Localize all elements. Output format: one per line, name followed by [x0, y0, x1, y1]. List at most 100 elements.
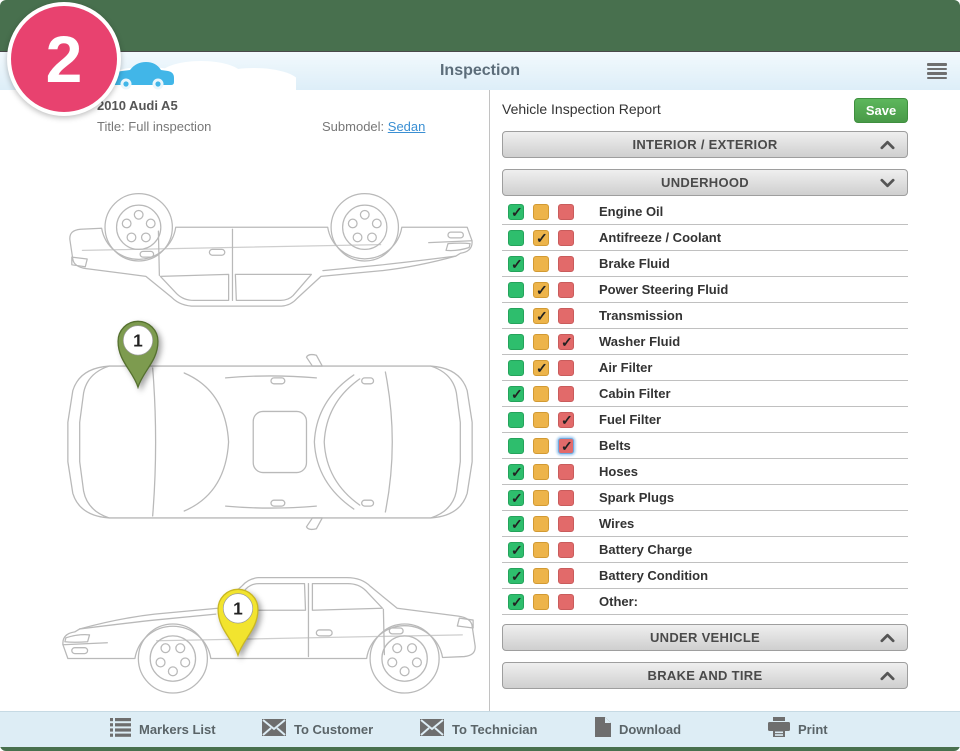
car-diagram-side-flipped[interactable]: [58, 184, 482, 336]
toolbar-to-customer-button[interactable]: To Customer: [262, 712, 373, 747]
yellow-status-checkbox[interactable]: [533, 255, 549, 272]
save-button[interactable]: Save: [854, 98, 908, 123]
red-status-checkbox[interactable]: [558, 411, 574, 429]
red-status-checkbox[interactable]: [558, 281, 574, 298]
red-status-checkbox[interactable]: [558, 385, 574, 402]
inspection-item-row: Wires: [502, 511, 908, 537]
inspection-item-row: Air Filter: [502, 355, 908, 381]
inspection-item-label: Belts: [599, 438, 631, 453]
chevron-down-icon: [880, 178, 895, 188]
page-title: Inspection: [439, 62, 520, 79]
yellow-status-checkbox[interactable]: [533, 437, 549, 454]
section-interior-exterior[interactable]: INTERIOR / EXTERIOR: [502, 131, 908, 158]
red-status-checkbox[interactable]: [558, 567, 574, 584]
toolbar-to-technician-button[interactable]: To Technician: [420, 712, 537, 747]
yellow-status-checkbox[interactable]: [533, 359, 549, 377]
inspection-item-label: Antifreeze / Coolant: [599, 230, 722, 245]
red-status-checkbox[interactable]: [558, 307, 574, 324]
yellow-status-checkbox[interactable]: [533, 489, 549, 506]
section-label: UNDERHOOD: [661, 175, 749, 190]
print-icon: [768, 717, 790, 742]
step-badge: 2: [7, 2, 121, 116]
hamburger-menu-icon[interactable]: [927, 63, 947, 80]
red-status-checkbox[interactable]: [558, 541, 574, 558]
red-status-checkbox[interactable]: [558, 489, 574, 506]
yellow-status-checkbox[interactable]: [533, 515, 549, 532]
green-status-checkbox[interactable]: [508, 333, 524, 350]
marker-pin-1-green[interactable]: 1: [112, 316, 164, 390]
green-status-checkbox[interactable]: [508, 229, 524, 246]
yellow-status-checkbox[interactable]: [533, 281, 549, 299]
bottom-brand-bar: [0, 747, 960, 751]
inspection-item-label: Brake Fluid: [599, 256, 670, 271]
marker-pin-1-yellow[interactable]: 1: [212, 584, 264, 658]
green-status-checkbox[interactable]: [508, 541, 524, 559]
red-status-checkbox[interactable]: [558, 229, 574, 246]
green-status-checkbox[interactable]: [508, 567, 524, 585]
green-status-checkbox[interactable]: [508, 281, 524, 298]
red-status-checkbox[interactable]: [558, 203, 574, 220]
green-status-checkbox[interactable]: [508, 463, 524, 481]
green-status-checkbox[interactable]: [508, 489, 524, 507]
car-diagram-side-view[interactable]: [58, 546, 482, 704]
toolbar-markers-list-button[interactable]: Markers List: [110, 712, 216, 747]
green-status-checkbox[interactable]: [508, 255, 524, 273]
green-status-checkbox[interactable]: [508, 307, 524, 324]
list-icon: [110, 717, 131, 742]
yellow-status-checkbox[interactable]: [533, 385, 549, 402]
green-status-checkbox[interactable]: [508, 515, 524, 533]
red-status-checkbox[interactable]: [558, 593, 574, 610]
green-status-checkbox[interactable]: [508, 593, 524, 611]
inspection-item-label: Cabin Filter: [599, 386, 671, 401]
inspection-item-row: Washer Fluid: [502, 329, 908, 355]
toolbar-button-label: Markers List: [139, 722, 216, 737]
inspection-item-label: Spark Plugs: [599, 490, 675, 505]
app-logo-car-icon: [86, 52, 300, 90]
yellow-status-checkbox[interactable]: [533, 593, 549, 610]
main-content: 2010 Audi A5 Title: Full inspection Subm…: [0, 90, 960, 711]
green-status-checkbox[interactable]: [508, 385, 524, 403]
toolbar-button-label: Download: [619, 722, 682, 737]
inspection-item-label: Power Steering Fluid: [599, 282, 729, 297]
inspection-item-row: Transmission: [502, 303, 908, 329]
section-under-vehicle[interactable]: UNDER VEHICLE: [502, 624, 908, 651]
inspection-item-label: Fuel Filter: [599, 412, 662, 427]
inspection-item-row: Battery Charge: [502, 537, 908, 563]
red-status-checkbox[interactable]: [558, 437, 574, 455]
yellow-status-checkbox[interactable]: [533, 333, 549, 350]
inspection-title-text: Title: Full inspection: [97, 119, 212, 134]
inspection-item-row: Power Steering Fluid: [502, 277, 908, 303]
green-status-checkbox[interactable]: [508, 437, 524, 454]
green-status-checkbox[interactable]: [508, 203, 524, 221]
yellow-status-checkbox[interactable]: [533, 229, 549, 247]
top-brand-bar: [0, 0, 960, 52]
submodel-link[interactable]: Sedan: [387, 119, 426, 134]
red-status-checkbox[interactable]: [558, 333, 574, 351]
toolbar-print-button[interactable]: Print: [768, 712, 828, 747]
underhood-checklist: Engine Oil Antifreeze / Coolant Brake Flui…: [502, 199, 908, 615]
green-status-checkbox[interactable]: [508, 411, 524, 428]
chevron-up-icon: [880, 633, 895, 643]
inspection-item-label: Air Filter: [599, 360, 653, 375]
section-underhood[interactable]: UNDERHOOD: [502, 169, 908, 196]
inspection-item-row: Battery Condition: [502, 563, 908, 589]
app-header: Inspection: [0, 52, 960, 91]
toolbar-download-button[interactable]: Download: [595, 712, 681, 747]
section-label: BRAKE AND TIRE: [647, 668, 763, 683]
red-status-checkbox[interactable]: [558, 359, 574, 376]
yellow-status-checkbox[interactable]: [533, 463, 549, 480]
yellow-status-checkbox[interactable]: [533, 567, 549, 584]
yellow-status-checkbox[interactable]: [533, 411, 549, 428]
yellow-status-checkbox[interactable]: [533, 307, 549, 325]
red-status-checkbox[interactable]: [558, 463, 574, 480]
red-status-checkbox[interactable]: [558, 255, 574, 272]
section-brake-and-tire[interactable]: BRAKE AND TIRE: [502, 662, 908, 689]
red-status-checkbox[interactable]: [558, 515, 574, 532]
yellow-status-checkbox[interactable]: [533, 541, 549, 558]
inspection-item-label: Battery Charge: [599, 542, 693, 557]
inspection-item-row: Antifreeze / Coolant: [502, 225, 908, 251]
inspection-item-label: Battery Condition: [599, 568, 709, 583]
green-status-checkbox[interactable]: [508, 359, 524, 376]
yellow-status-checkbox[interactable]: [533, 203, 549, 220]
